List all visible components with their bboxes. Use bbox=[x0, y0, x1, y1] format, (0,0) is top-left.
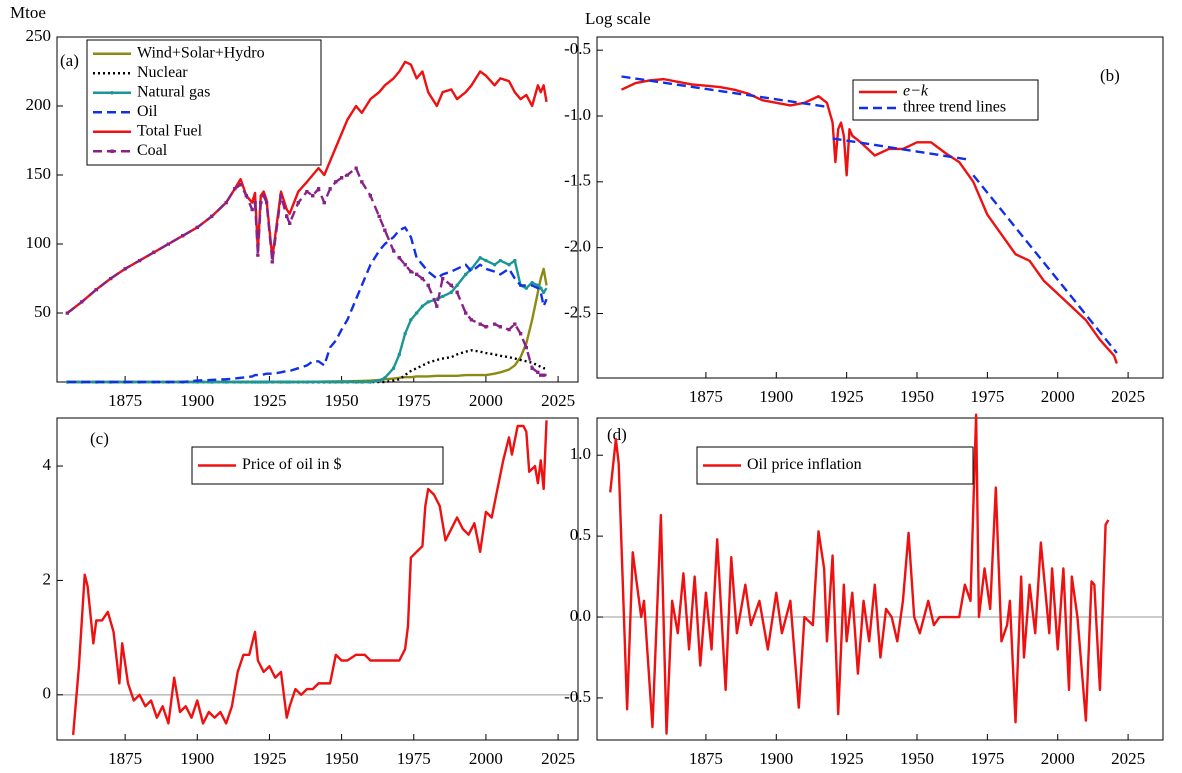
legend-box bbox=[86, 39, 322, 166]
x-tick-label: 1900 bbox=[759, 749, 793, 768]
legend: Oil price inflation bbox=[696, 446, 974, 485]
legend-label: Oil price inflation bbox=[747, 456, 862, 473]
y-tick-label: -0.5 bbox=[564, 39, 591, 58]
y-tick-label: 150 bbox=[26, 164, 52, 183]
legend: Price of oil in $ bbox=[191, 446, 444, 485]
y-tick-label: 250 bbox=[26, 26, 52, 45]
plot-frame bbox=[56, 417, 579, 741]
x-tick-label: 2025 bbox=[541, 391, 575, 410]
legend-label: Wind+Solar+Hydro bbox=[137, 44, 265, 61]
panel: -0.5 0.0 0.5 1.0 1875 1900 1925 1950 1975 2000 202… bbox=[564, 413, 1164, 768]
legend: Wind+Solar+Hydro Nuclear Natural gas Oil Tot… bbox=[86, 39, 322, 166]
panel-label: (c) bbox=[90, 429, 109, 448]
legend-label: Nuclear bbox=[137, 64, 188, 81]
x-tick-label: 2000 bbox=[469, 749, 503, 768]
axis-label: Mtoe bbox=[10, 3, 46, 22]
y-tick-label: -2.5 bbox=[564, 302, 591, 321]
x-tick-label: 1950 bbox=[900, 387, 934, 406]
panel-label: (a) bbox=[60, 51, 79, 70]
y-tick-label: -1.5 bbox=[564, 171, 591, 190]
series-line bbox=[609, 413, 1110, 735]
x-tick-label: 2000 bbox=[1041, 387, 1075, 406]
legend-label: Coal bbox=[137, 142, 168, 159]
y-tick-label: 200 bbox=[26, 95, 52, 114]
legend-label: Oil bbox=[137, 103, 158, 120]
plot-frame bbox=[596, 36, 1164, 379]
legend-label: Natural gas bbox=[137, 83, 210, 100]
x-tick-label: 1900 bbox=[180, 391, 214, 410]
panel: 0 2 4 1875 1900 1925 1950 1975 2000 2025 (c) Price … bbox=[43, 417, 579, 768]
series-line bbox=[71, 420, 548, 735]
panel-label: (d) bbox=[607, 425, 627, 444]
x-tick-label: 2025 bbox=[1111, 387, 1145, 406]
x-tick-label: 1975 bbox=[970, 387, 1004, 406]
x-tick-label: 2025 bbox=[541, 749, 575, 768]
x-tick-label: 1975 bbox=[970, 749, 1004, 768]
y-tick-label: -1.0 bbox=[564, 105, 591, 124]
y-tick-label: 4 bbox=[43, 455, 52, 474]
axis-label: Log scale bbox=[585, 9, 651, 28]
x-tick-label: 1925 bbox=[830, 387, 864, 406]
x-tick-label: 1875 bbox=[689, 749, 723, 768]
x-tick-label: 1875 bbox=[689, 387, 723, 406]
y-tick-label: 0.0 bbox=[570, 606, 591, 625]
x-tick-label: 1875 bbox=[108, 391, 142, 410]
y-tick-label: 0 bbox=[43, 684, 52, 703]
x-tick-label: 1900 bbox=[759, 387, 793, 406]
series-line bbox=[621, 75, 1118, 354]
legend-box bbox=[852, 79, 1039, 121]
x-tick-label: 1925 bbox=[252, 749, 286, 768]
series-line bbox=[620, 77, 1118, 364]
y-tick-label: 100 bbox=[26, 233, 52, 252]
x-tick-label: 1900 bbox=[180, 749, 214, 768]
legend-label: Total Fuel bbox=[137, 122, 203, 139]
x-tick-label: 2000 bbox=[1041, 749, 1075, 768]
legend-label: e−k bbox=[903, 83, 929, 100]
y-tick-label: 50 bbox=[34, 302, 51, 321]
series-line bbox=[65, 166, 547, 377]
x-tick-label: 1950 bbox=[325, 391, 359, 410]
y-tick-label: 1.0 bbox=[570, 444, 591, 463]
y-tick-label: 2 bbox=[43, 569, 52, 588]
x-tick-label: 2000 bbox=[469, 391, 503, 410]
x-tick-label: 1950 bbox=[325, 749, 359, 768]
panel: -0.5 -1.0 -1.5 -2.0 -2.5 1875 1900 1925 1950 1975… bbox=[564, 9, 1164, 406]
y-tick-label: -2.0 bbox=[564, 237, 591, 256]
legend-label: three trend lines bbox=[903, 99, 1006, 116]
legend-label: Price of oil in $ bbox=[242, 456, 342, 473]
y-tick-label: 0.5 bbox=[570, 525, 591, 544]
panel: 50 100 150 200 250 1875 1900 1925 1950 1975 2000 20… bbox=[10, 3, 579, 410]
x-tick-label: 1925 bbox=[252, 391, 286, 410]
x-tick-label: 1925 bbox=[830, 749, 864, 768]
x-tick-label: 1875 bbox=[108, 749, 142, 768]
x-tick-label: 1975 bbox=[397, 391, 431, 410]
series-line bbox=[67, 226, 548, 384]
y-tick-label: -0.5 bbox=[564, 687, 591, 706]
plot-frame bbox=[596, 417, 1164, 741]
panel-label: (b) bbox=[1100, 66, 1120, 85]
x-tick-label: 1975 bbox=[397, 749, 431, 768]
legend-box bbox=[696, 446, 974, 485]
x-tick-label: 2025 bbox=[1111, 749, 1145, 768]
series-line bbox=[65, 256, 548, 384]
x-tick-label: 1950 bbox=[900, 749, 934, 768]
